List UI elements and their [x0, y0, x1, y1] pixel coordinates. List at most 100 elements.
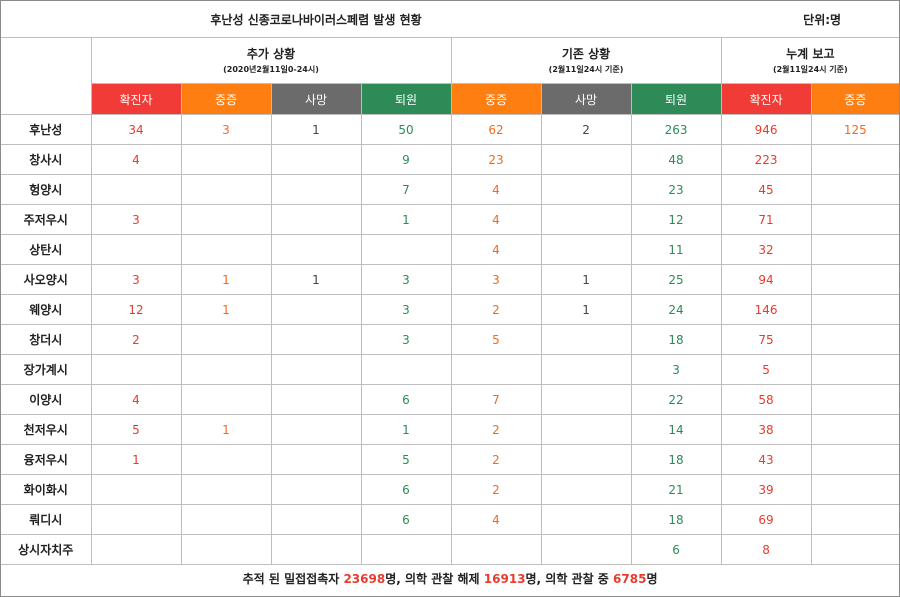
data-cell	[270, 414, 362, 445]
contact-summary: 추적 된 밀접접촉자 23698명, 의학 관찰 해제 16913명, 의학 관…	[1, 564, 900, 592]
data-cell	[810, 234, 900, 265]
data-cell	[450, 534, 542, 565]
data-cell: 50	[360, 114, 452, 145]
data-cell	[810, 354, 900, 385]
group-new: 추가 상황 (2020년2월11일0-24시)	[90, 37, 452, 84]
data-cell: 94	[720, 264, 812, 295]
group-cumulative-title: 누계 보고	[786, 46, 835, 61]
data-cell: 2	[450, 414, 542, 445]
data-cell: 1	[360, 204, 452, 235]
data-cell	[540, 474, 632, 505]
data-cell	[810, 174, 900, 205]
group-new-title: 추가 상황	[246, 46, 296, 61]
data-cell	[810, 204, 900, 235]
data-cell	[810, 144, 900, 175]
data-cell	[810, 324, 900, 355]
data-cell	[540, 384, 632, 415]
data-cell: 5	[450, 324, 542, 355]
data-cell: 6	[360, 474, 452, 505]
data-cell	[540, 504, 632, 535]
data-cell: 6	[360, 504, 452, 535]
data-cell: 24	[630, 294, 722, 325]
data-cell: 2	[450, 474, 542, 505]
data-cell	[180, 234, 272, 265]
table-row: 사오양시 3 1 1 3 3 1 25 94	[1, 264, 900, 295]
region-name: 사오양시	[1, 264, 92, 295]
data-cell: 2	[540, 114, 632, 145]
data-cell: 62	[450, 114, 542, 145]
data-cell: 32	[720, 234, 812, 265]
data-cell: 69	[720, 504, 812, 535]
unit-label: 단위:명	[631, 1, 900, 38]
data-cell	[180, 204, 272, 235]
group-cumulative-subtitle: (2월11일24시 기준)	[772, 64, 848, 74]
data-cell	[180, 384, 272, 415]
data-cell	[180, 474, 272, 505]
table-row: 웨양시 12 1 3 2 1 24 146	[1, 294, 900, 325]
data-cell: 223	[720, 144, 812, 175]
data-cell: 2	[90, 324, 182, 355]
data-cell	[540, 234, 632, 265]
col-total-confirmed: 확진자	[720, 83, 812, 115]
data-cell	[810, 444, 900, 475]
data-cell: 18	[630, 324, 722, 355]
data-cell: 38	[720, 414, 812, 445]
data-cell: 3	[450, 264, 542, 295]
data-cell	[180, 444, 272, 475]
region-name: 이양시	[1, 384, 92, 415]
data-cell: 12	[90, 294, 182, 325]
data-cell: 263	[630, 114, 722, 145]
group-existing-subtitle: (2월11일24시 기준)	[548, 64, 624, 74]
page-title: 후난성 신종코로나바이러스페렴 발생 현황	[1, 1, 632, 38]
data-cell: 48	[630, 144, 722, 175]
data-cell: 3	[180, 114, 272, 145]
data-cell: 6	[630, 534, 722, 565]
footer-row: 추적 된 밀접접촉자 23698명, 의학 관찰 해제 16913명, 의학 관…	[1, 564, 900, 592]
data-cell: 3	[90, 264, 182, 295]
title-row: 후난성 신종코로나바이러스페렴 발생 현황 단위:명	[1, 1, 900, 38]
data-cell	[270, 234, 362, 265]
region-name: 장가계시	[1, 354, 92, 385]
corner-cell	[1, 37, 92, 115]
data-cell	[540, 354, 632, 385]
table-row: 화이화시 6 2 21 39	[1, 474, 900, 505]
region-name: 천저우시	[1, 414, 92, 445]
summary-part2: 명, 의학 관찰 해제	[385, 572, 484, 586]
data-cell: 18	[630, 504, 722, 535]
region-name: 주저우시	[1, 204, 92, 235]
data-cell: 3	[360, 264, 452, 295]
data-cell: 71	[720, 204, 812, 235]
data-cell: 22	[630, 384, 722, 415]
col-existing-death: 사망	[540, 83, 632, 115]
data-cell	[810, 294, 900, 325]
data-cell: 7	[450, 384, 542, 415]
data-cell: 7	[360, 174, 452, 205]
data-cell	[270, 384, 362, 415]
data-cell: 58	[720, 384, 812, 415]
data-cell: 2	[450, 444, 542, 475]
col-total-severe: 중증	[810, 83, 900, 115]
table-row: 장가계시 3 5	[1, 354, 900, 385]
data-cell	[810, 474, 900, 505]
data-cell: 8	[720, 534, 812, 565]
data-cell: 21	[630, 474, 722, 505]
data-cell: 14	[630, 414, 722, 445]
col-existing-recovered: 퇴원	[630, 83, 722, 115]
data-cell	[90, 474, 182, 505]
region-name: 웨양시	[1, 294, 92, 325]
data-cell: 4	[450, 174, 542, 205]
data-cell: 45	[720, 174, 812, 205]
data-cell: 23	[630, 174, 722, 205]
col-existing-severe: 중증	[450, 83, 542, 115]
data-cell	[270, 474, 362, 505]
data-cell: 18	[630, 444, 722, 475]
data-cell	[360, 534, 452, 565]
data-cell	[180, 354, 272, 385]
data-cell: 5	[360, 444, 452, 475]
data-cell: 1	[90, 444, 182, 475]
data-cell: 9	[360, 144, 452, 175]
data-cell: 3	[90, 204, 182, 235]
data-cell	[540, 174, 632, 205]
data-cell	[810, 534, 900, 565]
data-cell	[180, 534, 272, 565]
